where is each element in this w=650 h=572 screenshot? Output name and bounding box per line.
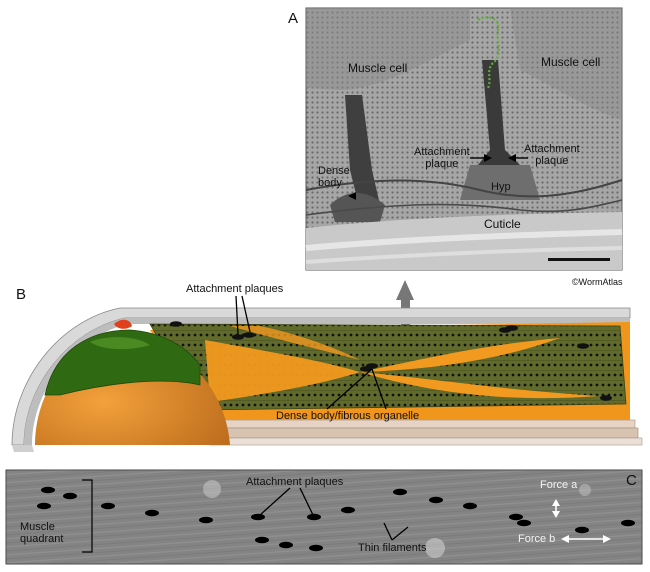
label-force-b: Force b — [518, 533, 556, 545]
label-attachment-plaques-b: Attachment plaques — [186, 283, 284, 295]
label-muscle-cell-right: Muscle cell — [541, 55, 601, 69]
label-attachment-plaque-right: Attachment plaque — [524, 143, 580, 167]
label-cuticle: Cuticle — [484, 217, 521, 231]
label-force-a: Force a — [540, 479, 578, 491]
label-dense-body-fibrous: Dense body/fibrous organelle — [276, 410, 420, 422]
copyright-text: ©WormAtlas — [572, 277, 623, 287]
panel-letter-c: C — [626, 472, 637, 489]
panel-letter-a: A — [288, 10, 299, 27]
label-attachment-plaque-left: Attachment plaque — [414, 146, 470, 170]
panel-a-em-image — [305, 7, 623, 271]
panel-c-fluorescence-image — [5, 469, 643, 565]
dense-body-arrow — [348, 192, 356, 200]
label-hyp: Hyp — [491, 181, 511, 193]
label-thin-filaments: Thin filaments — [358, 542, 427, 554]
panel-b-diagram — [11, 295, 643, 452]
label-muscle-cell-left: Muscle cell — [348, 61, 408, 75]
label-dense-body: Dense body — [318, 165, 350, 189]
label-attachment-plaques-c: Attachment plaques — [246, 476, 344, 488]
label-muscle-quadrant: Muscle quadrant — [20, 521, 64, 545]
panel-letter-b: B — [16, 286, 27, 303]
